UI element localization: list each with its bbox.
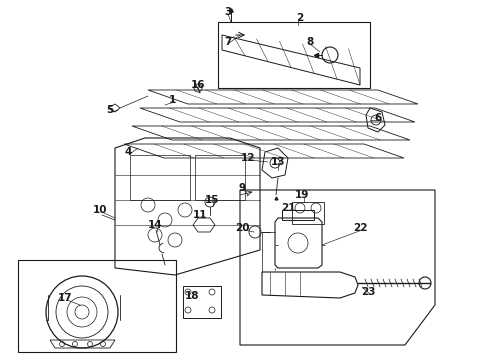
Text: 23: 23 <box>361 287 375 297</box>
Text: 17: 17 <box>58 293 73 303</box>
Text: 21: 21 <box>281 203 295 213</box>
Text: 4: 4 <box>124 147 132 157</box>
Text: 19: 19 <box>295 190 309 200</box>
Text: 7: 7 <box>224 37 232 47</box>
Text: 16: 16 <box>191 80 205 90</box>
Bar <box>130 155 190 200</box>
Bar <box>18 260 176 352</box>
Text: 15: 15 <box>205 195 219 205</box>
Text: 6: 6 <box>374 113 382 123</box>
Text: 9: 9 <box>239 183 245 193</box>
Text: 5: 5 <box>106 105 114 115</box>
Bar <box>282 210 314 220</box>
Text: 2: 2 <box>296 13 304 23</box>
Text: 18: 18 <box>185 291 199 301</box>
Text: 10: 10 <box>93 205 107 215</box>
Text: 11: 11 <box>193 210 207 220</box>
Text: 12: 12 <box>241 153 255 163</box>
Text: 13: 13 <box>271 157 285 167</box>
Bar <box>218 22 370 88</box>
Text: 8: 8 <box>306 37 314 47</box>
Text: 20: 20 <box>235 223 249 233</box>
Text: 22: 22 <box>353 223 367 233</box>
Text: 3: 3 <box>224 7 232 17</box>
Text: 1: 1 <box>169 95 175 105</box>
Text: 14: 14 <box>147 220 162 230</box>
Bar <box>183 286 221 318</box>
Bar <box>195 155 245 200</box>
Bar <box>292 202 324 224</box>
